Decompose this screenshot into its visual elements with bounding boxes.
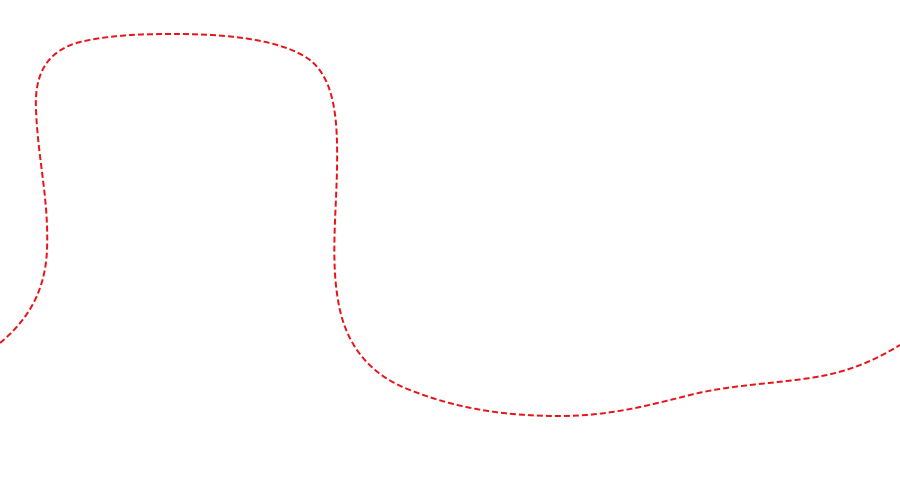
dashed-curve xyxy=(0,32,900,418)
